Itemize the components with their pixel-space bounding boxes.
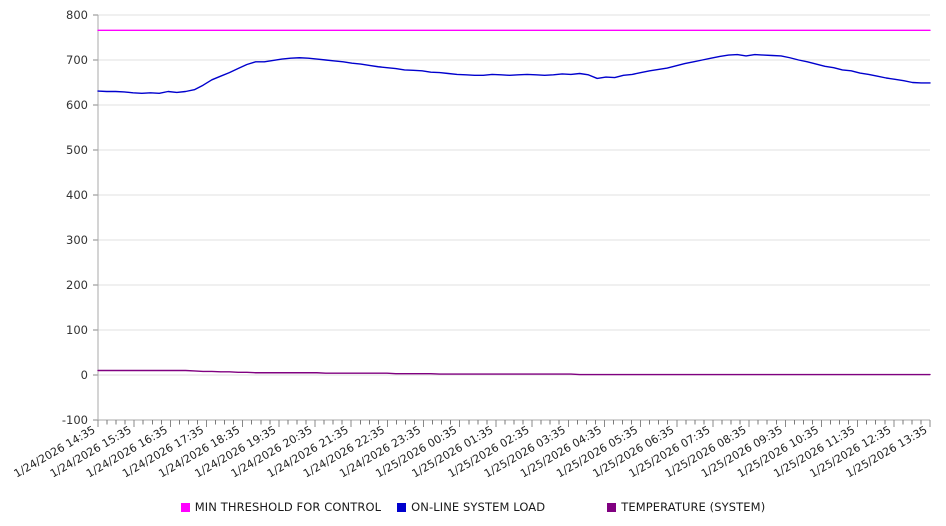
y-tick-label: 300 [66, 233, 88, 247]
y-tick-label: -100 [62, 413, 88, 427]
y-tick-label: 700 [66, 53, 88, 67]
y-tick-label: 400 [66, 188, 88, 202]
legend-square-icon [180, 502, 190, 512]
y-tick-label: 600 [66, 98, 88, 112]
y-tick-label: 100 [66, 323, 88, 337]
y-tick-label: 800 [66, 8, 88, 22]
legend-square-icon [607, 502, 617, 512]
legend-item-label: MIN THRESHOLD FOR CONTROL [194, 500, 382, 514]
y-tick-label: 0 [81, 368, 88, 382]
legend-item-label: TEMPERATURE (SYSTEM) [621, 500, 766, 514]
legend-item-temperature-system[interactable]: TEMPERATURE (SYSTEM) [607, 500, 765, 514]
y-tick-label: 200 [66, 278, 88, 292]
legend-item-min-threshold-for-control[interactable]: MIN THRESHOLD FOR CONTROL [180, 500, 382, 514]
chart-legend: MIN THRESHOLD FOR CONTROL ON-LINE SYSTEM… [0, 497, 946, 517]
y-tick-label: 500 [66, 143, 88, 157]
series-line-2 [97, 369, 931, 376]
legend-square-icon [397, 502, 407, 512]
legend-item-on-line-system-load[interactable]: ON-LINE SYSTEM LOAD [397, 500, 545, 514]
legend-item-label: ON-LINE SYSTEM LOAD [411, 500, 546, 514]
series-line-1 [97, 53, 931, 94]
